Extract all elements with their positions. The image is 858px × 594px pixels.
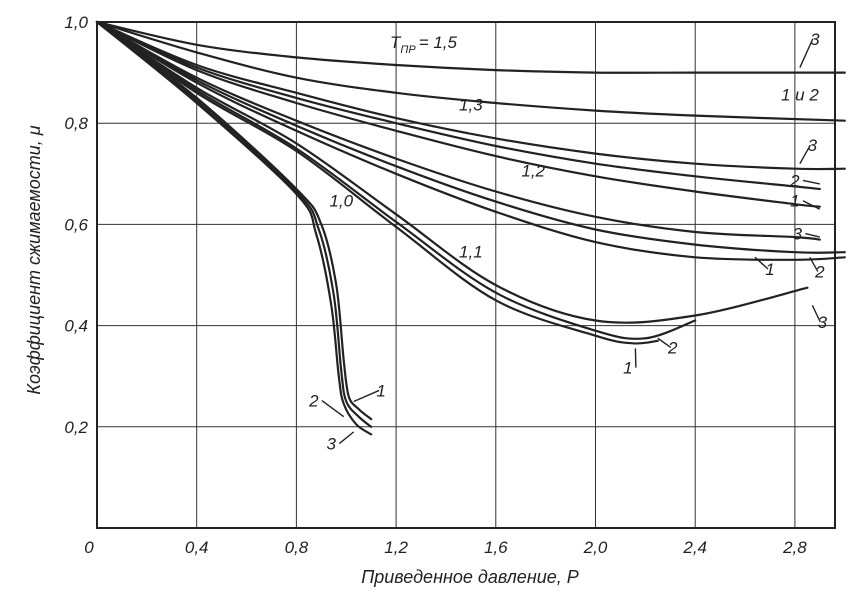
leader-line bbox=[338, 431, 355, 445]
curve-number-label: 3 bbox=[810, 30, 820, 49]
temperature-label: 1,3 bbox=[459, 96, 483, 115]
leader-line bbox=[802, 200, 821, 210]
series-line bbox=[95, 20, 846, 171]
curve-number-label: 2 bbox=[667, 338, 678, 357]
temperature-label: 1,2 bbox=[521, 161, 545, 180]
x-tick-label: 0,4 bbox=[185, 538, 209, 557]
x-tick-label: 0,8 bbox=[285, 538, 309, 557]
leader-line bbox=[754, 256, 769, 270]
curve-number-label: 2 bbox=[814, 263, 825, 282]
leader-line bbox=[799, 38, 814, 68]
series-line bbox=[95, 20, 809, 324]
series-line bbox=[95, 20, 697, 340]
series-line bbox=[95, 20, 821, 191]
y-tick-label: 0,4 bbox=[64, 317, 88, 336]
curves bbox=[95, 20, 846, 436]
leader-line bbox=[805, 232, 820, 238]
leader-line bbox=[353, 389, 380, 403]
leader-line bbox=[321, 399, 345, 418]
temperature-symbol: T bbox=[390, 33, 402, 52]
tick-labels: 0 0,4 0,8 1,2 1,6 2,0 2,4 2,8 0,2 0,4 0,6 0,8 1,0 bbox=[64, 13, 807, 557]
x-tick-label: 2,0 bbox=[583, 538, 608, 557]
y-tick-label: 0,8 bbox=[64, 114, 88, 133]
curve-number-label: 3 bbox=[793, 225, 803, 244]
y-tick-label: 0,2 bbox=[64, 418, 88, 437]
series-line bbox=[95, 20, 846, 74]
curve-number-label: 1 и 2 bbox=[781, 85, 819, 104]
curve-number-label: 3 bbox=[808, 136, 818, 155]
y-axis-label: Коэффициент сжимаемости, μ bbox=[24, 125, 44, 394]
leader-line bbox=[802, 179, 820, 185]
temperature-label: 1,0 bbox=[329, 192, 353, 211]
x-tick-label: 2,4 bbox=[682, 538, 707, 557]
curve-number-label: 3 bbox=[327, 435, 337, 454]
curve-number-label: 2 bbox=[308, 392, 319, 411]
y-tick-label: 1,0 bbox=[64, 13, 88, 32]
x-tick-label: 1,6 bbox=[484, 538, 508, 557]
curve-number-label: 2 bbox=[789, 171, 800, 190]
temperature-annotation: TПР = 1,5 bbox=[390, 33, 458, 56]
series-line bbox=[95, 20, 821, 241]
leader-line bbox=[811, 305, 821, 323]
temperature-label: 1,1 bbox=[459, 242, 483, 261]
series-line bbox=[95, 20, 846, 122]
y-tick-label: 0,6 bbox=[64, 215, 88, 234]
plot-frame bbox=[96, 21, 836, 529]
leader-line bbox=[657, 337, 672, 349]
temperature-value: = 1,5 bbox=[419, 33, 458, 52]
curve-number-label: 1 bbox=[790, 192, 799, 211]
leader-line bbox=[634, 348, 637, 368]
x-tick-label: 1,2 bbox=[384, 538, 408, 557]
leader-line bbox=[799, 144, 811, 165]
x-axis-label: Приведенное давление, P bbox=[361, 567, 579, 587]
curve-number-label: 1 bbox=[623, 359, 632, 378]
series-line bbox=[95, 20, 373, 436]
series-line bbox=[95, 20, 659, 345]
series-line bbox=[95, 20, 821, 208]
temperature-subscript: ПР bbox=[400, 44, 416, 56]
x-tick-label: 0 bbox=[84, 538, 94, 557]
series-line bbox=[95, 20, 373, 428]
curve-number-label: 1 bbox=[765, 260, 774, 279]
curve-number-label: 3 bbox=[818, 313, 828, 332]
leader-line bbox=[809, 256, 819, 272]
series-line bbox=[95, 20, 846, 261]
curve-number-label: 1 bbox=[376, 381, 385, 400]
series-line bbox=[95, 20, 846, 254]
x-tick-label: 2,8 bbox=[782, 538, 807, 557]
series-line bbox=[95, 20, 373, 421]
